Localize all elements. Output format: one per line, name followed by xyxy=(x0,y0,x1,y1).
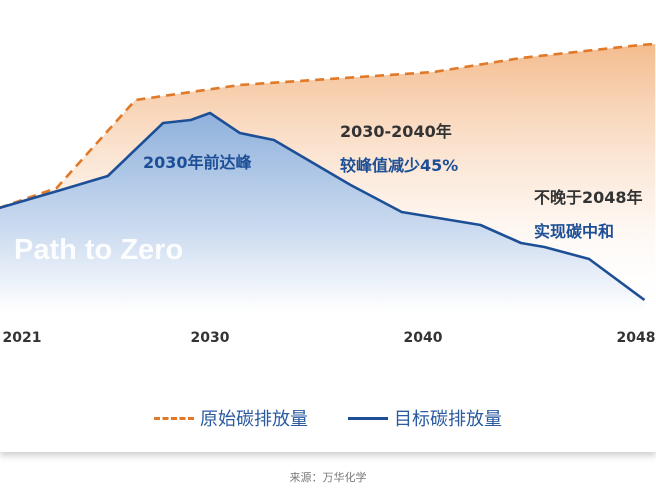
annotation-2030-2040: 2030-2040年 xyxy=(340,122,452,141)
solid-line-swatch xyxy=(348,416,388,420)
emissions-chart: Path to Zero 2030年前达峰 2030-2040年 较峰值减少45… xyxy=(0,42,656,346)
target-emissions-line xyxy=(0,111,646,302)
x-tick-label: 2048 xyxy=(617,330,656,346)
annotation-reduce: 较峰值减少45% xyxy=(340,156,458,175)
x-tick-label: 2021 xyxy=(3,330,42,346)
target-emissions-area xyxy=(0,113,645,312)
annotation-peak: 2030年前达峰 xyxy=(143,153,253,172)
legend-label-original: 原始碳排放量 xyxy=(200,409,308,430)
source-note: 来源：万华化学 xyxy=(289,471,367,484)
annotation-neutral: 实现碳中和 xyxy=(534,222,614,241)
watermark-text: Path to Zero xyxy=(14,234,183,266)
legend: 原始碳排放量 目标碳排放量 xyxy=(0,405,656,431)
legend-item-target: 目标碳排放量 xyxy=(348,405,502,431)
legend-label-target: 目标碳排放量 xyxy=(394,409,502,430)
legend-item-original: 原始碳排放量 xyxy=(154,405,308,431)
dashed-line-swatch xyxy=(154,416,194,420)
x-tick-label: 2030 xyxy=(191,330,230,346)
x-tick-label: 2040 xyxy=(404,330,443,346)
annotation-2048: 不晚于2048年 xyxy=(534,188,643,207)
original-emissions-line xyxy=(0,42,656,210)
